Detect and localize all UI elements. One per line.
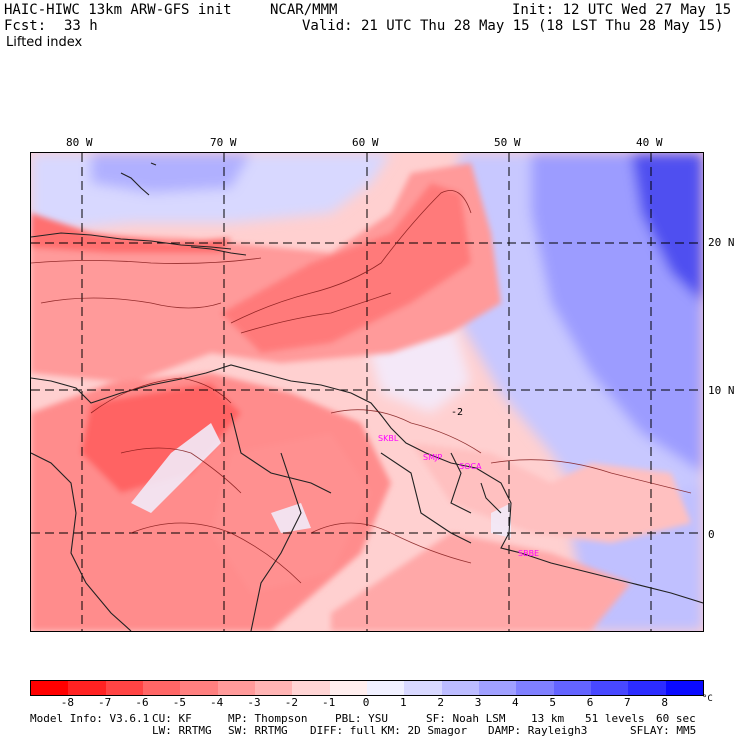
footer-pbl: PBL: YSU	[335, 712, 388, 725]
contour-lines	[31, 190, 692, 584]
station-sbbe: SBBE	[518, 549, 539, 558]
colorbar-tick-label: -5	[172, 696, 186, 709]
lon-label-80w: 80 W	[66, 136, 93, 149]
colorbar-tick-label: -4	[210, 696, 224, 709]
lon-label-40w: 40 W	[636, 136, 663, 149]
lon-label-50w: 50 W	[494, 136, 521, 149]
colorbar-tick-label: -7	[98, 696, 112, 709]
lat-label-10n: 10 N	[708, 384, 735, 397]
valid-time: Valid: 21 UTC Thu 28 May 15 (18 LST Thu …	[302, 18, 724, 34]
footer-timestep: 60 sec	[656, 712, 696, 725]
footer-diff: DIFF: full	[310, 724, 377, 737]
footer-sflay: SFLAY: MM5	[630, 724, 697, 737]
colorbar-tick-label: -6	[135, 696, 149, 709]
colorbar-tick-label: 3	[474, 696, 482, 709]
colorbar-tick-label: 2	[437, 696, 444, 709]
colorbar-tick-label: 0	[362, 696, 370, 709]
footer-cu: CU: KF	[152, 712, 192, 725]
lon-label-60w: 60 W	[352, 136, 379, 149]
footer-levels: 51 levels	[585, 712, 645, 725]
coastlines	[31, 162, 703, 631]
colorbar-tick-label: -2	[284, 696, 298, 709]
lon-label-70w: 70 W	[210, 136, 237, 149]
colorbar-swatch	[329, 681, 367, 695]
model-title: HAIC-HIWC 13km ARW-GFS init	[4, 2, 232, 18]
lat-label-20n: 20 N	[708, 236, 735, 249]
lifted-index-map: -2 SKBL SMJP SOCA SBBE	[30, 152, 704, 632]
colorbar-swatch	[68, 681, 106, 695]
colorbar-tick-label: 6	[586, 696, 594, 709]
lat-label-equator: 0	[708, 528, 715, 541]
colorbar-tick-label: -8	[60, 696, 74, 709]
footer-lw: LW: RRTMG	[152, 724, 212, 737]
station-smjp: SMJP	[423, 453, 442, 462]
colorbar	[30, 680, 704, 696]
station-skbl: SKBL	[378, 434, 399, 443]
forecast-label: Fcst:	[4, 18, 47, 34]
colorbar-tick-label: 8	[661, 696, 668, 709]
colorbar-tick-label: -3	[247, 696, 261, 709]
footer-mp: MP: Thompson	[228, 712, 308, 725]
footer-damp: DAMP: Rayleigh3	[488, 724, 588, 737]
org-label: NCAR/MMM	[270, 2, 338, 18]
pale-streaks	[131, 423, 511, 538]
colorbar-tick-label: 7	[624, 696, 631, 709]
colorbar-swatch	[590, 681, 629, 695]
colorbar-swatch	[404, 681, 442, 695]
station-soca: SOCA	[459, 462, 482, 471]
colorbar-swatch	[254, 681, 293, 695]
map-canvas: -2 SKBL SMJP SOCA SBBE	[31, 153, 703, 631]
contour-label: -2	[451, 407, 463, 418]
colorbar-swatch	[441, 681, 479, 695]
footer-resolution: 13 km	[531, 712, 565, 725]
colorbar-swatch	[516, 681, 554, 695]
colorbar-tick-label: 1	[400, 696, 407, 709]
colorbar-tick-label: 4	[512, 696, 519, 709]
footer-sw: SW: RRTMG	[228, 724, 288, 737]
colorbar-swatch	[105, 681, 143, 695]
footer-km: KM: 2D Smagor	[381, 724, 468, 737]
footer-sf: SF: Noah LSM	[426, 712, 506, 725]
colorbar-swatch	[366, 681, 405, 695]
field-name: Lifted index	[6, 35, 83, 50]
colorbar-swatch	[31, 681, 69, 695]
colorbar-tick-label: -1	[322, 696, 336, 709]
colorbar-swatch	[478, 681, 517, 695]
colorbar-swatch	[665, 681, 703, 695]
footer-model-info: Model Info: V3.6.1	[30, 712, 150, 725]
colorbar-unit: °C	[702, 694, 713, 704]
colorbar-swatch	[628, 681, 666, 695]
unstable-region	[31, 163, 691, 631]
graticule	[31, 153, 703, 631]
colorbar-swatch	[217, 681, 255, 695]
colorbar-swatch	[142, 681, 181, 695]
forecast-hours: 33 h	[64, 18, 98, 34]
colorbar-tick-label: 5	[549, 696, 556, 709]
init-time: Init: 12 UTC Wed 27 May 15	[512, 2, 732, 18]
colorbar-swatch	[553, 681, 591, 695]
colorbar-swatch	[180, 681, 218, 695]
stations: SKBL SMJP SOCA SBBE	[378, 434, 539, 558]
colorbar-swatch	[292, 681, 330, 695]
